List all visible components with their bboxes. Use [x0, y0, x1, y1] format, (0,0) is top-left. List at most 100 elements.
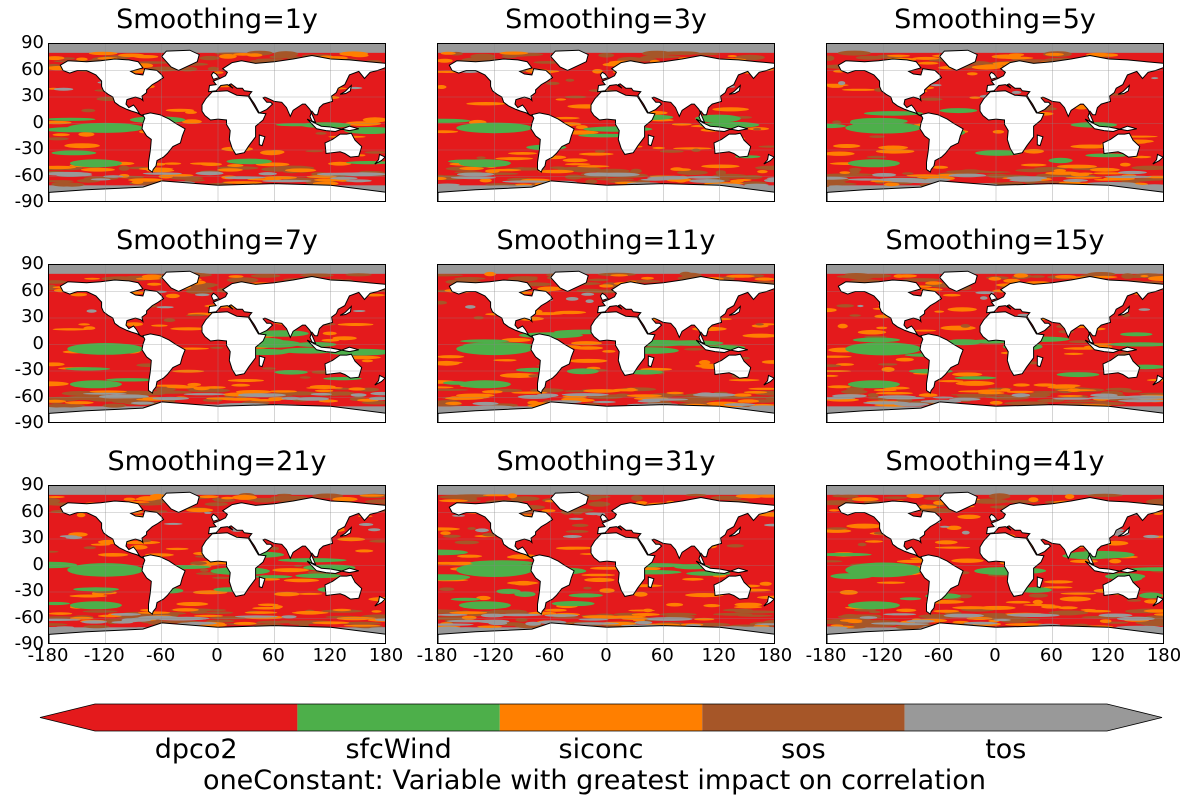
south-america-landmass: [530, 112, 575, 173]
madagascar-landmass: [647, 576, 655, 589]
north-america-landmass: [59, 58, 165, 117]
lat-tick-label: -90: [14, 412, 44, 433]
new-zealand-landmass: [763, 595, 774, 607]
lon-tick-label: 180: [757, 645, 793, 666]
new-zealand-landmass: [1152, 153, 1163, 165]
new-zealand-landmass: [763, 374, 774, 386]
north-america-landmass: [59, 279, 165, 338]
lat-tick-label: -30: [14, 359, 44, 380]
south-america-landmass: [141, 333, 186, 394]
north-america-landmass: [448, 279, 554, 338]
japan-landmass: [728, 305, 742, 316]
lon-tick-label: -60: [923, 645, 954, 666]
colorbar-label-sos: sos: [781, 734, 826, 765]
lat-tick-label: -90: [14, 633, 44, 654]
new-zealand-landmass: [1152, 374, 1163, 386]
new-zealand-landmass: [374, 153, 385, 165]
colorbar-label-siconc: siconc: [558, 734, 644, 765]
lat-tick-label: 60: [21, 58, 44, 80]
indonesia-landmass: [1084, 118, 1137, 133]
world-map: [438, 44, 774, 201]
map-panel: [437, 264, 775, 423]
indonesia-landmass: [695, 339, 748, 354]
madagascar-landmass: [647, 134, 655, 147]
lon-tick-label: -60: [534, 645, 565, 666]
lon-tick-label: -180: [27, 645, 69, 666]
japan-landmass: [728, 84, 742, 95]
lon-tick-label: 120: [312, 645, 347, 666]
south-america-landmass: [530, 333, 575, 394]
panel-title: Smoothing=21y: [107, 446, 327, 477]
indonesia-landmass: [1084, 339, 1137, 354]
south-america-landmass: [141, 112, 186, 173]
madagascar-landmass: [1036, 355, 1044, 368]
lon-tick-label: 180: [1146, 645, 1182, 666]
madagascar-landmass: [258, 134, 266, 147]
lat-tick-label: 30: [21, 527, 44, 548]
colorbar-segment-sfcWind: [297, 704, 500, 731]
panel-title: Smoothing=31y: [496, 446, 716, 477]
world-map: [827, 265, 1163, 422]
australia-landmass: [324, 353, 363, 379]
australia-landmass: [713, 132, 752, 158]
world-map: [49, 44, 385, 201]
lat-tick-label: 0: [32, 111, 44, 133]
colorbar-label-tos: tos: [985, 734, 1027, 765]
indonesia-landmass: [306, 118, 359, 133]
indonesia-landmass: [695, 560, 748, 575]
panel-title: Smoothing=41y: [885, 446, 1105, 477]
new-zealand-landmass: [763, 153, 774, 165]
panel-title: Smoothing=15y: [885, 225, 1105, 256]
map-panel: [437, 43, 775, 202]
colorbar-segment-sos: [702, 704, 905, 731]
lat-tick-label: -30: [14, 580, 44, 601]
indonesia-landmass: [306, 339, 359, 354]
lon-tick-label: -180: [416, 645, 458, 666]
lat-tick-label: -30: [14, 138, 44, 159]
australia-landmass: [324, 574, 363, 600]
new-zealand-landmass: [1152, 595, 1163, 607]
map-panel: [437, 485, 775, 644]
colorbar-segment-siconc: [499, 704, 703, 731]
indonesia-landmass: [695, 118, 748, 133]
lat-tick-label: 90: [21, 253, 44, 274]
world-map: [438, 486, 774, 643]
colorbar-title: oneConstant: Variable with greatest impa…: [203, 765, 986, 796]
lon-tick-label: 0: [211, 645, 223, 666]
lat-tick-label: 0: [32, 332, 44, 354]
japan-landmass: [1117, 305, 1131, 316]
japan-landmass: [339, 526, 353, 537]
panel-title: Smoothing=7y: [116, 225, 318, 256]
lon-tick-label: 60: [261, 645, 285, 666]
south-america-landmass: [919, 112, 964, 173]
panel-title: Smoothing=1y: [116, 4, 318, 35]
indonesia-landmass: [1084, 560, 1137, 575]
madagascar-landmass: [258, 355, 266, 368]
madagascar-landmass: [1036, 134, 1044, 147]
new-zealand-landmass: [374, 595, 385, 607]
map-panel: [48, 485, 386, 644]
japan-landmass: [1117, 526, 1131, 537]
north-america-landmass: [837, 279, 943, 338]
south-america-landmass: [530, 554, 575, 615]
north-america-landmass: [837, 500, 943, 559]
lat-tick-label: 30: [21, 306, 44, 327]
lat-tick-label: -60: [14, 606, 44, 628]
panel-title: Smoothing=11y: [496, 225, 716, 256]
world-map: [438, 265, 774, 422]
lat-tick-label: 60: [21, 500, 44, 522]
australia-landmass: [1102, 353, 1141, 379]
madagascar-landmass: [258, 576, 266, 589]
madagascar-landmass: [647, 355, 655, 368]
panel-title: Smoothing=3y: [505, 4, 707, 35]
japan-landmass: [339, 305, 353, 316]
colorbar-segment-tos: [904, 704, 1162, 731]
lat-tick-label: -60: [14, 385, 44, 407]
north-america-landmass: [448, 58, 554, 117]
australia-landmass: [1102, 574, 1141, 600]
map-panel: [826, 264, 1164, 423]
australia-landmass: [324, 132, 363, 158]
lon-tick-label: -120: [861, 645, 903, 666]
lon-tick-label: -120: [472, 645, 514, 666]
colorbar-label-dpco2: dpco2: [154, 734, 238, 765]
